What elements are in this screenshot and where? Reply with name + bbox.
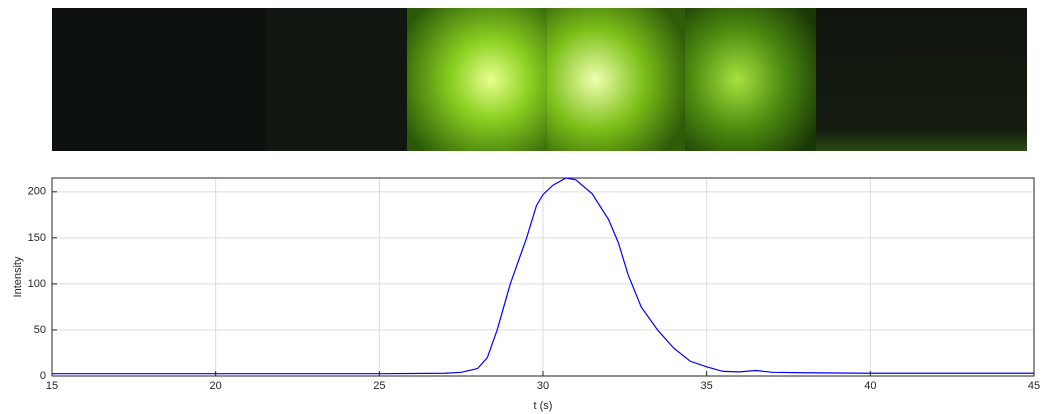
axes-box [51, 177, 1035, 377]
y-tick-label: 100 [28, 278, 46, 290]
x-tick-label: 40 [864, 380, 876, 392]
frame [407, 8, 547, 151]
x-axis-label: t (s) [534, 400, 553, 412]
x-tick-label: 25 [373, 380, 385, 392]
y-tick-label: 150 [28, 232, 46, 244]
image-strip [52, 8, 1027, 151]
y-tick-label: 200 [28, 186, 46, 198]
frame [816, 8, 1027, 151]
frame [52, 8, 266, 151]
frame [685, 8, 816, 151]
y-axis-label: Intensity [12, 256, 24, 297]
y-tick-label: 0 [40, 370, 46, 382]
frame [266, 8, 407, 151]
x-tick-label: 15 [46, 380, 58, 392]
x-tick-label: 30 [537, 380, 549, 392]
line [52, 177, 1034, 375]
x-tick-label: 45 [1028, 380, 1040, 392]
x-tick-label: 20 [210, 380, 222, 392]
frame [547, 8, 685, 151]
x-tick-label: 35 [701, 380, 713, 392]
y-tick-label: 50 [34, 324, 46, 336]
